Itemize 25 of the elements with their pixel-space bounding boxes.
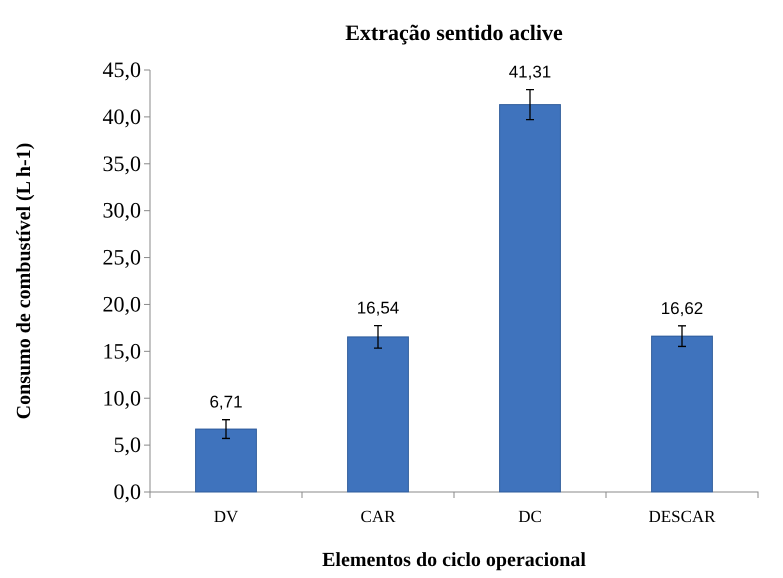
data-label: 6,71 bbox=[209, 392, 243, 412]
y-tick-label: 20,0 bbox=[102, 291, 141, 316]
y-tick-label: 40,0 bbox=[102, 104, 141, 129]
y-tick-label: 10,0 bbox=[102, 385, 141, 410]
x-tick-label: DV bbox=[214, 507, 239, 526]
y-tick-label: 0,0 bbox=[114, 479, 141, 504]
y-tick-label: 5,0 bbox=[114, 432, 141, 458]
data-label: 16,62 bbox=[660, 298, 704, 318]
bar bbox=[195, 428, 257, 492]
data-label: 16,54 bbox=[356, 298, 400, 318]
y-tick-label: 30,0 bbox=[102, 198, 141, 223]
y-axis-title: Consumo de combustível (L h-1) bbox=[13, 142, 35, 420]
bar bbox=[651, 336, 713, 492]
x-axis-title: Elementos do ciclo operacional bbox=[322, 549, 586, 571]
data-label: 41,31 bbox=[508, 62, 552, 82]
bar bbox=[499, 104, 561, 492]
x-tick-label: DC bbox=[518, 507, 542, 526]
bar bbox=[347, 336, 409, 492]
y-tick-label: 15,0 bbox=[102, 338, 141, 364]
x-tick-label: DESCAR bbox=[648, 507, 716, 526]
x-tick-label: CAR bbox=[360, 507, 396, 526]
y-tick-label: 45,0 bbox=[102, 57, 141, 82]
y-tick-label: 25,0 bbox=[102, 244, 141, 270]
y-tick-label: 35,0 bbox=[102, 150, 141, 176]
chart-title: Extração sentido aclive bbox=[345, 20, 563, 45]
